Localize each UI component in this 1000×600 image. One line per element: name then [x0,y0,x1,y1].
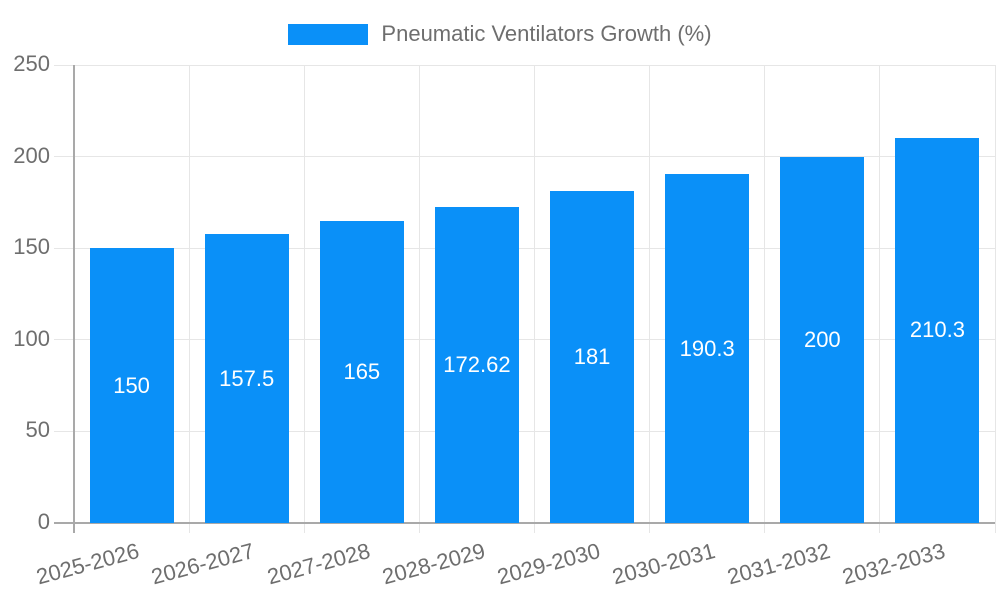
bar-value-label: 165 [343,358,381,384]
gridline-horizontal [54,156,995,158]
gridline-vertical [879,65,881,533]
y-axis-tick-label: 250 [13,50,50,76]
bar-value-label: 200 [803,326,841,352]
legend-label: Pneumatic Ventilators Growth (%) [381,21,712,46]
y-axis-line [73,65,75,533]
bar-value-label: 181 [573,344,611,370]
gridline-horizontal [54,64,995,66]
bar: 200 [780,156,865,523]
bar-value-label: 172.62 [443,351,511,377]
gridline-horizontal [54,430,995,432]
gridline-vertical [534,65,535,533]
x-axis-tick-label: 2026-2027 [149,538,258,590]
gridline-vertical [649,65,651,533]
chart-legend: Pneumatic Ventilators Growth (%) [0,21,1000,47]
bar: 150 [89,248,174,523]
bar-value-label: 190.3 [679,335,735,361]
bar: 210.3 [895,137,980,523]
bar: 157.5 [204,234,289,523]
gridline-horizontal [54,339,995,341]
x-axis-tick-label: 2031-2032 [724,538,833,590]
x-axis-tick-label: 2027-2028 [264,538,373,590]
bar-value-label: 157.5 [219,365,275,391]
x-axis-tick-label: 2028-2029 [379,538,488,590]
gridline-vertical [188,65,190,533]
y-axis-tick-label: 100 [13,325,50,351]
x-axis-tick-label: 2030-2031 [609,538,718,590]
y-axis-tick-label: 0 [37,508,50,534]
bar-value-label: 150 [113,372,150,398]
x-axis-tick-label: 2025-2026 [33,538,143,590]
y-axis-tick-label: 50 [25,417,50,443]
gridline-horizontal [54,247,995,249]
y-axis-tick-label: 200 [13,142,50,168]
bar: 172.62 [434,206,519,523]
bar-value-label: 210.3 [909,317,965,343]
x-axis-tick-label: 2032-2033 [839,538,948,590]
bar: 181 [550,191,635,523]
x-axis-tick-label: 2029-2030 [494,538,603,590]
bar: 165 [319,220,404,523]
gridline-vertical [764,65,766,533]
x-axis-line [54,522,995,524]
gridline-vertical [994,65,996,533]
y-axis-tick-label: 150 [13,234,50,260]
bar: 190.3 [665,174,750,523]
legend-color-swatch [288,23,369,45]
gridline-vertical [418,65,420,533]
gridline-vertical [303,65,305,533]
